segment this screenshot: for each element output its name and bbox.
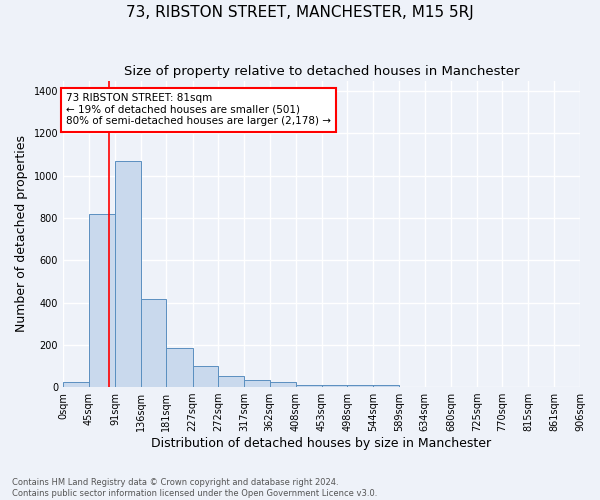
Text: 73, RIBSTON STREET, MANCHESTER, M15 5RJ: 73, RIBSTON STREET, MANCHESTER, M15 5RJ [126, 5, 474, 20]
Bar [63, 382, 89, 387]
Text: Contains HM Land Registry data © Crown copyright and database right 2024.
Contai: Contains HM Land Registry data © Crown c… [12, 478, 377, 498]
Bar [193, 366, 218, 387]
Bar [322, 385, 347, 387]
Bar [166, 348, 193, 387]
Bar [296, 384, 322, 387]
X-axis label: Distribution of detached houses by size in Manchester: Distribution of detached houses by size … [151, 437, 491, 450]
Bar [140, 300, 166, 387]
Bar [218, 376, 244, 387]
Bar [89, 214, 115, 387]
Bar [347, 385, 373, 387]
Bar [115, 161, 140, 387]
Y-axis label: Number of detached properties: Number of detached properties [15, 136, 28, 332]
Bar [269, 382, 296, 387]
Bar [373, 385, 399, 387]
Text: 73 RIBSTON STREET: 81sqm
← 19% of detached houses are smaller (501)
80% of semi-: 73 RIBSTON STREET: 81sqm ← 19% of detach… [66, 93, 331, 126]
Bar [244, 380, 269, 387]
Title: Size of property relative to detached houses in Manchester: Size of property relative to detached ho… [124, 65, 519, 78]
